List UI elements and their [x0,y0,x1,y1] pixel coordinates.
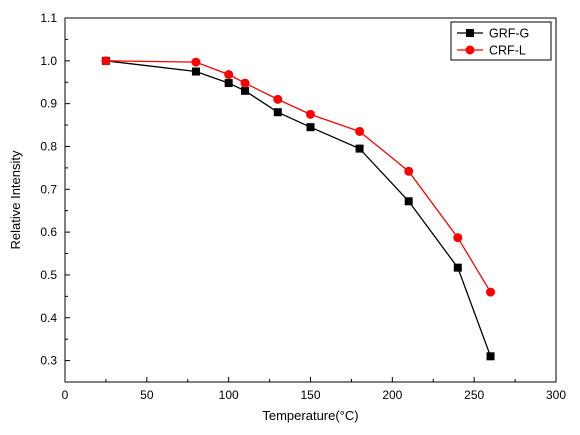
data-point [273,94,283,104]
plot-frame [64,17,557,383]
data-point [241,86,250,95]
y-tick-label: 1.0 [40,54,57,68]
y-axis-label: Relative Intensity [8,150,23,249]
series-line [105,60,492,293]
legend-marker [465,45,475,55]
legend-label: GRF-G [489,27,529,41]
y-tick-label: 0.8 [40,139,57,153]
data-point [453,263,462,272]
x-tick-label: 0 [62,388,69,402]
data-point [453,233,463,243]
data-point [306,123,315,132]
x-tick-label: 50 [140,388,154,402]
legend-label: CRF-L [489,44,526,58]
data-point [273,108,282,117]
data-point [355,144,364,153]
y-tick-label: 0.5 [40,268,57,282]
y-tick-label: 0.3 [40,354,57,368]
data-point [240,78,250,88]
legend: GRF-G CRF-L [450,21,552,61]
data-point [306,109,315,119]
data-point [404,166,414,176]
data-point [404,197,413,206]
x-tick-label: 150 [300,388,320,402]
legend-marker [466,29,474,37]
data-point [486,287,496,297]
data-point [101,56,111,66]
y-tick-label: 0.9 [40,97,57,111]
y-tick-label: 0.4 [40,311,57,325]
y-tick-label: 0.7 [40,182,57,196]
data-point [486,352,495,361]
x-tick-label: 100 [219,388,239,402]
y-tick-label: 0.6 [40,225,57,239]
legend-box [450,21,552,61]
x-axis: 0 50 100 150 200 250 300 [62,377,566,402]
y-axis: 0.3 0.4 0.5 0.6 0.7 0.8 0.9 1.0 1.1 [40,11,70,368]
series-line [105,60,492,357]
data-point [224,70,234,80]
x-tick-label: 250 [464,388,484,402]
data-point [224,79,233,88]
x-tick-label: 300 [546,388,566,402]
data-point [191,67,200,76]
x-tick-label: 200 [382,388,402,402]
data-point [355,126,365,136]
data-point [191,57,201,67]
y-tick-label: 1.1 [40,11,57,25]
series-layer [101,56,496,361]
series-crf-l [101,56,496,297]
x-axis-label: Temperature(°C) [262,408,358,423]
